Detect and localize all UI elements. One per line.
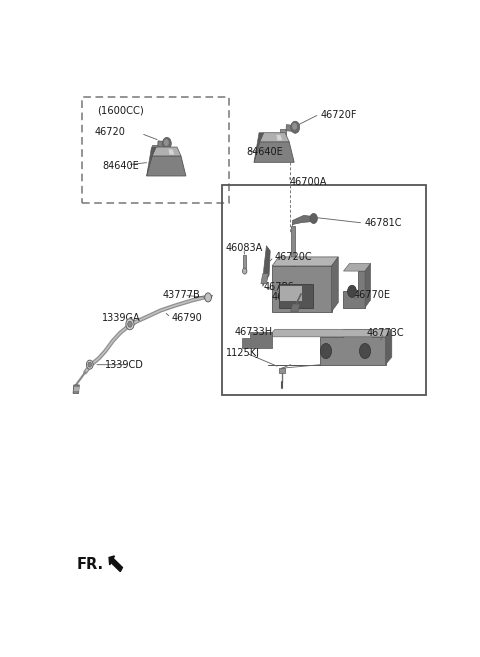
Circle shape xyxy=(348,285,357,298)
Polygon shape xyxy=(292,215,313,225)
Polygon shape xyxy=(276,135,282,141)
Polygon shape xyxy=(344,271,365,307)
Polygon shape xyxy=(272,266,332,311)
Circle shape xyxy=(162,137,171,149)
Circle shape xyxy=(310,214,317,223)
Polygon shape xyxy=(280,286,302,302)
Circle shape xyxy=(292,123,297,130)
Polygon shape xyxy=(254,133,264,162)
Polygon shape xyxy=(146,156,186,176)
Text: 46720C: 46720C xyxy=(275,252,312,262)
Text: 46700A: 46700A xyxy=(290,177,327,187)
Polygon shape xyxy=(385,329,392,365)
Text: 43777B: 43777B xyxy=(162,290,200,300)
Polygon shape xyxy=(152,147,181,156)
Polygon shape xyxy=(332,257,338,311)
Polygon shape xyxy=(291,225,295,294)
Polygon shape xyxy=(268,329,385,365)
Polygon shape xyxy=(168,149,174,154)
Polygon shape xyxy=(74,388,79,392)
Polygon shape xyxy=(280,129,287,144)
Circle shape xyxy=(291,122,300,133)
Text: 46790: 46790 xyxy=(172,313,203,323)
Text: 84640E: 84640E xyxy=(246,147,283,157)
Polygon shape xyxy=(242,332,272,348)
Text: 84640E: 84640E xyxy=(103,161,140,171)
Polygon shape xyxy=(286,125,296,131)
Polygon shape xyxy=(268,329,392,337)
Text: 46733H: 46733H xyxy=(234,327,272,337)
Bar xyxy=(83,97,229,203)
Circle shape xyxy=(86,360,93,369)
Polygon shape xyxy=(261,273,268,284)
Polygon shape xyxy=(150,156,160,160)
Polygon shape xyxy=(365,263,371,307)
Circle shape xyxy=(321,344,332,359)
Circle shape xyxy=(360,344,371,359)
Text: 46770E: 46770E xyxy=(353,290,390,300)
Polygon shape xyxy=(158,141,168,148)
Text: 1125KJ: 1125KJ xyxy=(226,348,260,358)
Polygon shape xyxy=(272,257,338,266)
Polygon shape xyxy=(204,296,213,298)
Polygon shape xyxy=(146,147,156,176)
Circle shape xyxy=(128,321,132,327)
Circle shape xyxy=(164,139,169,146)
Polygon shape xyxy=(152,145,158,160)
Bar xyxy=(222,185,426,395)
Circle shape xyxy=(242,268,247,274)
Text: 46781C: 46781C xyxy=(364,218,402,228)
Polygon shape xyxy=(73,385,79,394)
Text: 467P6: 467P6 xyxy=(264,283,295,292)
Polygon shape xyxy=(290,304,300,311)
Polygon shape xyxy=(243,255,246,272)
Polygon shape xyxy=(260,133,289,142)
Circle shape xyxy=(88,362,92,367)
Text: 1339GA: 1339GA xyxy=(102,313,140,323)
Text: 1339CD: 1339CD xyxy=(106,359,144,370)
FancyArrow shape xyxy=(109,556,122,572)
Text: 46773C: 46773C xyxy=(367,328,405,338)
Text: 46725C: 46725C xyxy=(271,292,309,302)
Polygon shape xyxy=(278,140,289,144)
Text: FR.: FR. xyxy=(77,557,104,572)
Circle shape xyxy=(126,319,134,330)
Polygon shape xyxy=(279,284,313,307)
Polygon shape xyxy=(254,142,294,162)
Polygon shape xyxy=(344,263,371,271)
Polygon shape xyxy=(263,246,270,286)
Polygon shape xyxy=(279,368,285,373)
Text: 46083A: 46083A xyxy=(226,243,263,254)
Circle shape xyxy=(204,293,211,302)
Text: (1600CC): (1600CC) xyxy=(97,106,144,116)
Text: 46720: 46720 xyxy=(94,127,125,137)
Text: 46720F: 46720F xyxy=(321,110,357,120)
